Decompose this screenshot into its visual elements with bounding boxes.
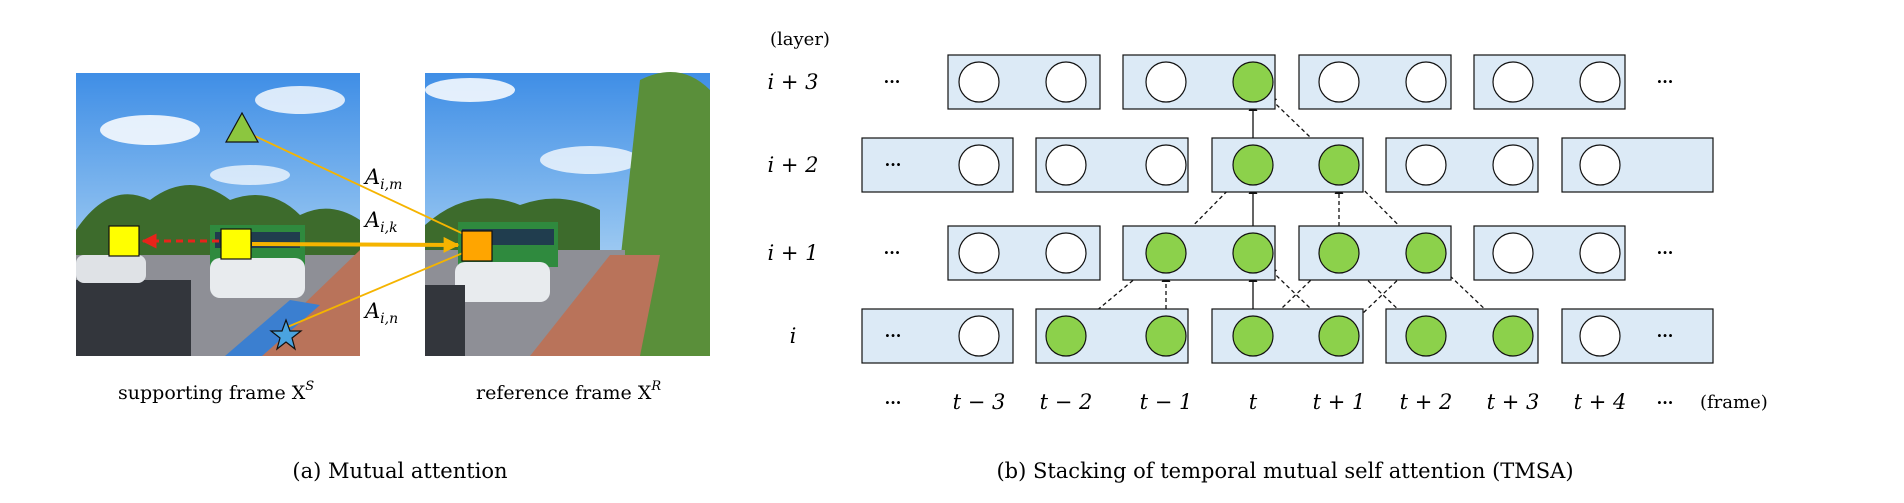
token-node xyxy=(1145,61,1187,103)
token-node xyxy=(1492,144,1534,186)
caption-b: (b) Stacking of temporal mutual self att… xyxy=(996,459,1573,483)
ellipsis: ··· xyxy=(885,326,902,345)
active-token-node xyxy=(1492,315,1534,357)
supporting-frame-label: supporting frame XS xyxy=(118,379,314,404)
dashed-arrow xyxy=(1267,266,1326,323)
layer-label: i + 2 xyxy=(767,153,818,177)
frame-label: t + 4 xyxy=(1574,390,1627,414)
frame-label: t + 1 xyxy=(1313,390,1366,414)
active-token-node xyxy=(1318,315,1360,357)
star-icon xyxy=(269,318,303,351)
attention-label-k: Ai,k xyxy=(363,208,398,236)
frame-label: t + 2 xyxy=(1400,390,1453,414)
active-token-node xyxy=(1045,315,1087,357)
attention-line-n xyxy=(284,249,471,329)
dashed-arrow xyxy=(1267,95,1326,152)
frame-header: (frame) xyxy=(1700,392,1768,413)
token-node xyxy=(1405,144,1447,186)
square-icon xyxy=(108,225,140,257)
active-token-node xyxy=(1232,315,1274,357)
layer-header: (layer) xyxy=(770,29,830,50)
layer-label: i xyxy=(790,324,797,348)
token-node xyxy=(958,61,1000,103)
token-node xyxy=(1405,61,1447,103)
token-node xyxy=(1579,61,1621,103)
ellipsis: ··· xyxy=(884,243,901,262)
active-token-node xyxy=(1145,232,1187,274)
attention-line-m xyxy=(241,129,471,238)
caption-a: (a) Mutual attention xyxy=(292,459,507,483)
labels-layer: i + 3 i + 2 i + 1 i ··· ··· ··· ··· ··· ··· ··· ···… xyxy=(767,70,1673,414)
token-node xyxy=(1579,315,1621,357)
frame-label: t − 3 xyxy=(953,390,1006,414)
boxes-layer xyxy=(861,54,1714,364)
square-icon xyxy=(220,228,252,260)
token-node xyxy=(1045,61,1087,103)
active-token-node xyxy=(1318,232,1360,274)
frame-label: t − 2 xyxy=(1040,390,1093,414)
ellipsis: ··· xyxy=(1657,393,1674,412)
ellipsis: ··· xyxy=(885,393,902,412)
active-token-node xyxy=(1318,144,1360,186)
active-token-node xyxy=(1232,232,1274,274)
token-node xyxy=(1318,61,1360,103)
triangle-icon xyxy=(224,111,260,143)
ellipsis: ··· xyxy=(1657,326,1674,345)
panel-b: (layer) i + 3 i + 2 i + 1 i ··· ··· ··· ··· ··· ·… xyxy=(767,29,1767,483)
attention-arrow-k xyxy=(251,236,460,253)
active-token-node xyxy=(1405,315,1447,357)
ellipsis: ··· xyxy=(885,155,902,174)
attention-label-n: Ai,n xyxy=(363,299,398,327)
token-node xyxy=(1492,61,1534,103)
panel-a: Ai,m Ai,k Ai,n supporting frame XS refer… xyxy=(76,72,710,483)
token-node xyxy=(1045,144,1087,186)
active-token-node xyxy=(1232,144,1274,186)
reference-frame-label: reference frame XR xyxy=(476,379,661,404)
layer-label: i + 1 xyxy=(767,241,818,265)
ellipsis: ··· xyxy=(1657,72,1674,91)
frame-label: t + 3 xyxy=(1487,390,1540,414)
token-node xyxy=(958,315,1000,357)
token-node xyxy=(1579,144,1621,186)
token-node xyxy=(958,144,1000,186)
token-node xyxy=(1579,232,1621,274)
ellipsis: ··· xyxy=(884,72,901,91)
attention-label-m: Ai,m xyxy=(363,165,402,193)
layer-label: i + 3 xyxy=(767,70,818,94)
arrows-layer xyxy=(1080,95,1499,324)
frame-label: t − 1 xyxy=(1140,390,1193,414)
active-token-node xyxy=(1145,315,1187,357)
active-token-node xyxy=(1405,232,1447,274)
token-node xyxy=(958,232,1000,274)
token-node xyxy=(1045,232,1087,274)
square-icon xyxy=(461,230,493,262)
token-node xyxy=(1145,144,1187,186)
token-node xyxy=(1492,232,1534,274)
frame-label: t xyxy=(1249,390,1258,414)
ellipsis: ··· xyxy=(1657,243,1674,262)
active-token-node xyxy=(1232,61,1274,103)
reference-frame-image xyxy=(425,72,710,356)
